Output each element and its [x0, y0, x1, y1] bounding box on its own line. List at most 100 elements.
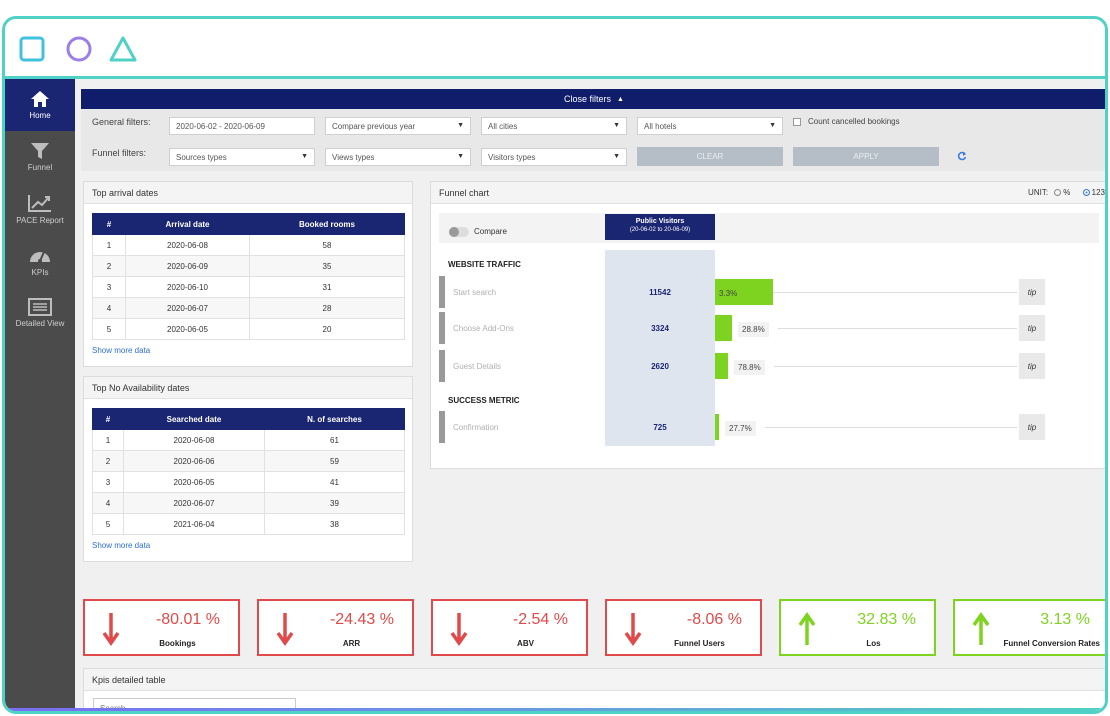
table-cell: 2 [92, 255, 126, 277]
table-row: 2 2020-06-06 59 [92, 450, 405, 472]
unit-number-radio[interactable] [1082, 189, 1090, 196]
frame-accent [5, 708, 1105, 711]
cities-select[interactable]: All cities ▼ [481, 117, 627, 135]
table-header: # [92, 408, 124, 430]
sidebar-item-detailed-view[interactable]: Detailed View [5, 287, 75, 339]
triangle-icon[interactable] [109, 36, 137, 64]
column-header: Public Visitors (20-06-02 to 20-06-09) [605, 214, 715, 240]
stage-guide-line [778, 328, 1017, 329]
tip-button[interactable]: tip [1019, 414, 1045, 440]
apply-button[interactable]: APPLY [793, 147, 939, 166]
close-filters-button[interactable]: Close filters ▲ [81, 89, 1105, 109]
kpi-card: -24.43 % ARR [257, 599, 414, 656]
table-row: 2 2020-06-09 35 [92, 255, 405, 277]
step-marker [439, 276, 445, 308]
stage-value: 3324 [651, 324, 669, 333]
tip-button[interactable]: tip [1019, 279, 1045, 305]
visitors-select[interactable]: Visitors types ▼ [481, 148, 627, 166]
sidebar-item-funnel[interactable]: Funnel [5, 131, 75, 183]
kpi-label: Funnel Conversion Rates [1003, 639, 1100, 648]
kpi-label: Los [866, 639, 881, 648]
sidebar-item-pace-report[interactable]: PACE Report [5, 183, 75, 235]
column-subtitle: (20-06-02 to 20-06-09) [629, 227, 691, 233]
compare-label: Compare [474, 227, 507, 236]
table-row: 3 2020-06-05 41 [92, 471, 405, 493]
clear-button[interactable]: CLEAR [637, 147, 783, 166]
table-cell: 5 [92, 318, 126, 340]
stage-percent: 27.7% [725, 421, 756, 436]
stage-value: 2620 [651, 362, 669, 371]
table-row: 4 2020-06-07 39 [92, 492, 405, 514]
funnel-icon [31, 143, 49, 159]
panel-title: Top arrival dates [84, 182, 412, 204]
arrow-up-icon [798, 611, 816, 645]
browser-frame: Home Funnel PACE Report KPIs Detailed Vi… [2, 16, 1108, 714]
kpi-card: -8.06 % Funnel Users [605, 599, 762, 656]
hotels-select[interactable]: All hotels ▼ [637, 117, 783, 135]
kpi-label: ARR [342, 639, 361, 648]
funnel-bar [715, 353, 728, 379]
sidebar-item-label: Detailed View [15, 319, 65, 328]
table-header: Booked rooms [249, 213, 405, 235]
table-cell: 3 [92, 471, 124, 493]
chevron-down-icon: ▼ [301, 153, 308, 160]
caret-up-icon: ▲ [617, 95, 624, 103]
square-icon[interactable] [19, 36, 45, 62]
arrow-down-icon [624, 613, 642, 647]
compare-toggle[interactable] [449, 227, 469, 237]
close-filters-label: Close filters [564, 94, 612, 104]
table-cell: 5 [92, 513, 124, 535]
table-cell: 58 [249, 234, 405, 256]
panel-title: Top No Availability dates [84, 377, 412, 399]
kpi-label: Funnel Users [674, 639, 725, 648]
sidebar-item-home[interactable]: Home [5, 79, 75, 131]
sources-select[interactable]: Sources types ▼ [169, 148, 315, 166]
sidebar-item-kpis[interactable]: KPIs [5, 235, 75, 287]
cancelled-checkbox[interactable] [793, 118, 801, 126]
unit-percent-label: % [1063, 188, 1071, 197]
window-titlebar [5, 19, 1105, 79]
refresh-icon[interactable] [957, 151, 967, 161]
table-cell: 2020-06-06 [123, 450, 265, 472]
section-label: SUCCESS METRIC [448, 396, 520, 405]
table-cell: 2020-06-10 [125, 276, 250, 298]
kpi-card: 3.13 % Funnel Conversion Rates [953, 599, 1105, 656]
compare-select[interactable]: Compare previous year ▼ [325, 117, 471, 135]
date-range-input[interactable]: 2020-06-02 - 2020-06-09 [169, 117, 315, 135]
tip-button[interactable]: tip [1019, 315, 1045, 341]
table-cell: 1 [92, 234, 126, 256]
table-cell: 4 [92, 492, 124, 514]
table-cell: 38 [264, 513, 405, 535]
column-title: Public Visitors [635, 218, 685, 225]
table-cell: 61 [264, 429, 405, 451]
hotels-select-value: All hotels [644, 122, 677, 131]
show-more-link[interactable]: Show more data [92, 541, 151, 550]
show-more-link[interactable]: Show more data [92, 346, 151, 355]
stage-percent: 78.8% [734, 360, 765, 375]
arrow-down-icon [276, 613, 294, 647]
sidebar: Home Funnel PACE Report KPIs Detailed Vi… [5, 79, 75, 711]
cities-select-value: All cities [488, 122, 518, 131]
app: Home Funnel PACE Report KPIs Detailed Vi… [5, 79, 1105, 711]
stage-guide-line [765, 427, 1017, 428]
kpi-value: -24.43 % [329, 611, 394, 628]
tip-button[interactable]: tip [1019, 353, 1045, 379]
table-cell: 41 [264, 471, 405, 493]
views-select[interactable]: Views types ▼ [325, 148, 471, 166]
table-cell: 39 [264, 492, 405, 514]
table-cell: 2020-06-09 [125, 255, 250, 277]
chevron-down-icon: ▼ [457, 153, 464, 160]
section-label: WEBSITE TRAFFIC [448, 260, 521, 269]
search-input[interactable] [93, 698, 296, 711]
table-cell: 2020-06-08 [125, 234, 250, 256]
circle-icon[interactable] [65, 36, 93, 64]
sidebar-item-label: KPIs [31, 268, 49, 277]
table-cell: 31 [249, 276, 405, 298]
kpi-value: -80.01 % [155, 611, 220, 628]
table-cell: 20 [249, 318, 405, 340]
kpi-value: -8.06 % [686, 611, 742, 628]
unit-percent-radio[interactable] [1054, 189, 1062, 196]
arrival-dates-panel: Top arrival dates # Arrival date Booked … [83, 181, 413, 367]
chevron-down-icon: ▼ [457, 122, 464, 129]
general-filters-label: General filters: [92, 117, 151, 127]
